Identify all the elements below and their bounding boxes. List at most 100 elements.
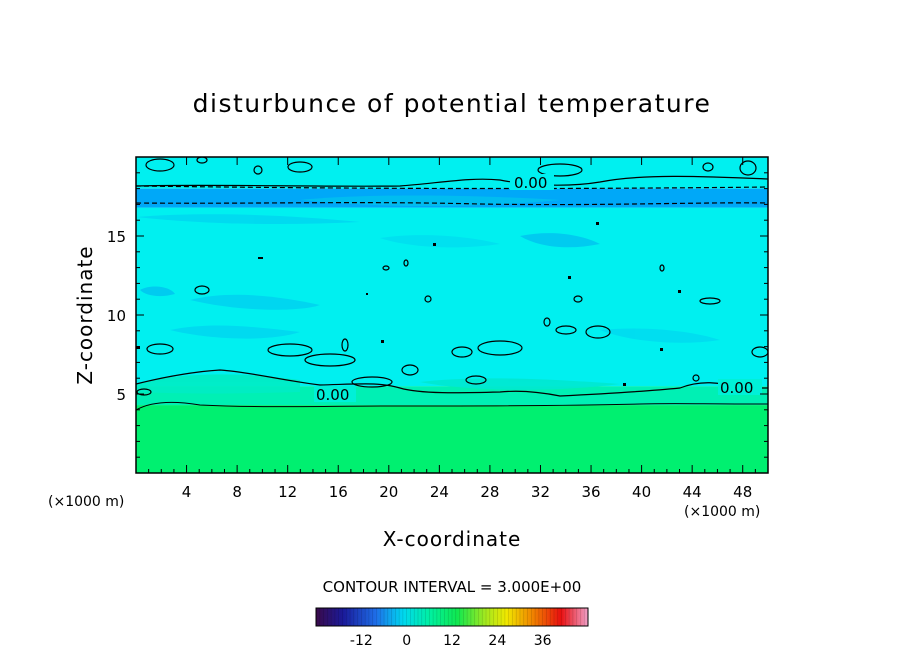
y-tick-label: 15 [107, 228, 126, 246]
contour-cell [751, 346, 768, 358]
contour-dot [258, 257, 263, 259]
contour-dot [433, 243, 436, 246]
contour-dot [596, 222, 599, 225]
contour-cell [136, 388, 152, 396]
colorbar-gradient [316, 608, 588, 626]
contour-cell [739, 160, 757, 176]
x-tick-label: 24 [430, 483, 449, 501]
x-tick-label: 20 [379, 483, 398, 501]
contour-line-lower [136, 369, 768, 397]
x-tick-label: 16 [329, 483, 348, 501]
contour-cell [451, 346, 473, 358]
field-patch [170, 325, 300, 339]
colorbar-frame [315, 607, 589, 627]
field-patch [190, 294, 320, 310]
contour-cell [403, 259, 409, 267]
field-patch [136, 374, 300, 394]
contour-cell [699, 297, 721, 305]
colorbar-tick-label: 36 [534, 633, 552, 649]
x-unit-right: (×1000 m) [684, 504, 760, 520]
contour-dot [381, 340, 384, 343]
x-tick-label: 8 [232, 483, 242, 501]
contour-dot [136, 346, 140, 349]
field-patch [136, 214, 360, 225]
x-tick-label: 28 [480, 483, 499, 501]
contour-cell [146, 343, 174, 355]
colorbar-tick-label: 24 [488, 633, 506, 649]
contour-cell [401, 364, 419, 376]
contour-line-upper [136, 175, 768, 187]
contour-cell [351, 376, 393, 388]
contour-cell [537, 163, 583, 177]
contour-label: 0.00 [720, 379, 753, 397]
contour-line-dashed-2 [136, 202, 768, 206]
contour-lines [136, 157, 768, 411]
x-tick-label: 36 [581, 483, 600, 501]
field-patches [136, 195, 720, 394]
contour-cell [585, 325, 611, 339]
plot-area [136, 157, 768, 473]
contour-dot [623, 383, 626, 386]
y-tick-label: 5 [116, 386, 126, 404]
colorbar: -12 0 12 24 36 [315, 607, 589, 649]
contour-interval: CONTOUR INTERVAL = 3.000E+00 [323, 578, 582, 596]
y-axis-title: Z-coordinate [73, 245, 97, 384]
contour-cell [382, 265, 390, 271]
contour-label: 0.00 [316, 386, 349, 404]
contour-dot [660, 348, 663, 351]
x-tick-label: 32 [531, 483, 550, 501]
contour-cell [692, 374, 700, 382]
field-patch [420, 378, 620, 390]
field-patch [380, 235, 500, 248]
y-tick-label: 10 [107, 307, 126, 325]
contour-cell [543, 317, 551, 327]
x-tick-label: 40 [632, 483, 651, 501]
contour-line-base [136, 401, 768, 411]
colorbar-ticks: -12 0 12 24 36 [350, 633, 552, 649]
contour-dots [136, 222, 681, 386]
x-axis-title: X-coordinate [383, 527, 522, 551]
contour-cell [702, 162, 714, 172]
contour-label-bg [510, 174, 554, 190]
contour-dot [366, 293, 368, 295]
contour-dot [568, 276, 571, 279]
x-tick-label: 44 [683, 483, 702, 501]
contour-dot [678, 290, 681, 293]
field-patch [600, 328, 720, 343]
contour-line-dashed-1 [136, 185, 768, 190]
field-band [136, 405, 768, 473]
contour-cell [253, 165, 263, 175]
colorbar-tick-label: 0 [402, 633, 411, 649]
contour-cell [477, 340, 523, 356]
contour-cell [304, 353, 356, 367]
contour-label: 0.00 [514, 174, 547, 192]
field-patch [520, 233, 600, 248]
contour-labels: 0.00 0.00 0.00 [314, 174, 762, 404]
chart-title: disturbunce of potential temperature [193, 89, 712, 118]
contour-label-bg [314, 386, 356, 402]
contour-cell [573, 295, 583, 303]
field-band [136, 157, 768, 189]
colorbar-tick-label: 12 [443, 633, 461, 649]
contour-cell [287, 161, 313, 173]
contour-cell [267, 343, 313, 357]
contour-cell [341, 338, 349, 352]
field-patch [300, 195, 560, 206]
x-tick-label: 4 [182, 483, 192, 501]
contour-cell [659, 264, 665, 272]
x-unit-left: (×1000 m) [48, 494, 124, 510]
x-tick-label: 12 [278, 483, 297, 501]
contour-cell [424, 295, 432, 303]
colorbar-tick-label: -12 [350, 633, 373, 649]
contour-cell [555, 325, 577, 335]
contour-cell [196, 157, 208, 164]
contour-cell [194, 285, 210, 295]
contour-cell [465, 375, 487, 385]
colorbar-cells [315, 608, 585, 626]
field-patch [140, 286, 175, 297]
contour-label-bg [718, 379, 762, 395]
x-tick-label: 48 [733, 483, 752, 501]
contour-cell [145, 158, 175, 172]
